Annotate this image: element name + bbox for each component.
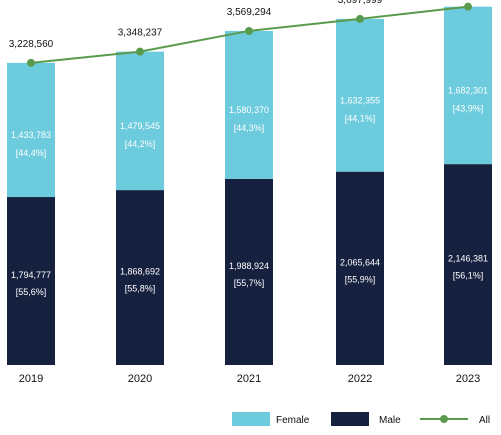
total-point (356, 14, 364, 23)
male-value-label: 1,868,692 (120, 267, 160, 277)
male-value-label: 2,146,381 (448, 254, 488, 264)
total-point (27, 58, 35, 67)
female-value-label: 1,632,355 (340, 95, 380, 105)
x-tick-label: 2022 (348, 373, 372, 385)
male-value-label: 2,065,644 (340, 257, 380, 267)
total-value-label: 3,569,294 (227, 7, 272, 18)
total-value-label: 3,697,999 (338, 0, 383, 6)
x-tick-label: 2020 (128, 373, 152, 385)
male-share-label: [55,9%] (345, 274, 376, 284)
x-tick-label: 2023 (456, 373, 480, 385)
male-value-label: 1,794,777 (11, 270, 51, 280)
female-share-label: [44,4%] (16, 148, 47, 158)
total-point (136, 47, 144, 56)
legend-label-female: Female (276, 415, 310, 426)
bar-male-2023 (444, 164, 492, 365)
female-value-label: 1,433,783 (11, 130, 51, 140)
bar-female-2022 (336, 18, 384, 172)
bar-male-2022 (336, 171, 384, 365)
x-tick-label: 2019 (19, 373, 43, 385)
female-share-label: [44,1%] (345, 113, 376, 123)
male-share-label: [55,6%] (16, 287, 47, 297)
female-share-label: [43,9%] (453, 103, 484, 113)
male-share-label: [55,7%] (234, 278, 265, 288)
female-value-label: 1,682,301 (448, 85, 488, 95)
legend-swatch-female (232, 412, 270, 426)
bar-female-2020 (116, 51, 164, 191)
bar-female-2021 (225, 30, 273, 179)
legend-label-all: All (479, 415, 490, 426)
total-value-label: 3,348,237 (118, 28, 163, 39)
male-share-label: [55,8%] (125, 284, 156, 294)
legend-marker-all (440, 415, 448, 423)
legend-label-male: Male (379, 415, 401, 426)
female-value-label: 1,580,370 (229, 105, 269, 115)
bar-female-2023 (444, 6, 492, 165)
female-value-label: 1,479,545 (120, 121, 160, 131)
bar-male-2019 (7, 197, 55, 365)
bar-male-2021 (225, 178, 273, 365)
total-point (245, 26, 253, 35)
male-share-label: [56,1%] (453, 271, 484, 281)
legend-swatch-male (331, 412, 369, 426)
bar-male-2020 (116, 190, 164, 365)
female-share-label: [44,2%] (125, 139, 156, 149)
male-value-label: 1,988,924 (229, 261, 269, 271)
x-tick-label: 2021 (237, 373, 261, 385)
total-point (464, 2, 472, 11)
bar-female-2019 (7, 62, 55, 198)
total-value-label: 3,228,560 (9, 39, 54, 50)
female-share-label: [44,3%] (234, 123, 265, 133)
